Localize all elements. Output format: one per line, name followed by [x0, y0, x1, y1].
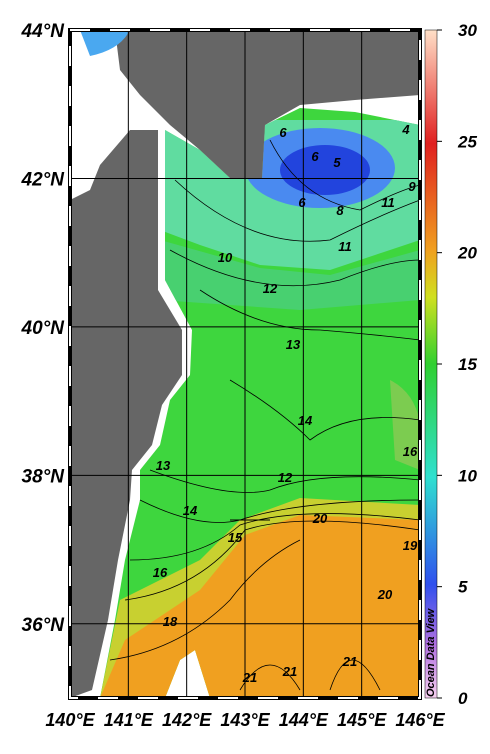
colorbar-label: 15 — [458, 355, 477, 374]
lon-label: 143°E — [220, 710, 270, 730]
contour-label: 10 — [218, 250, 233, 265]
colorbar — [424, 29, 438, 699]
colorbar-label: 0 — [458, 689, 468, 708]
contour-label: 21 — [242, 670, 257, 685]
contour-label: 12 — [278, 470, 293, 485]
colorbar-label: 30 — [458, 21, 477, 40]
contour-label: 14 — [298, 413, 313, 428]
contour-label: 16 — [403, 444, 418, 459]
contour-label: 12 — [263, 281, 278, 296]
credit: Ocean Data View — [425, 607, 437, 697]
lon-label: 142°E — [162, 710, 212, 730]
contour-label: 13 — [156, 458, 171, 473]
lat-label: 38°N — [22, 466, 66, 487]
lon-label: 145°E — [337, 710, 387, 730]
contour-label: 11 — [338, 239, 352, 254]
contour-label: 6 — [311, 149, 319, 164]
colorbar-label: 25 — [457, 132, 477, 151]
contour-label: 11 — [381, 195, 395, 210]
contour-label: 21 — [282, 664, 297, 679]
contour-label: 16 — [153, 565, 168, 580]
contour-label: 9 — [408, 179, 416, 194]
lat-label: 42°N — [21, 169, 66, 190]
map-frame-dash — [69, 29, 421, 699]
contour-label: 14 — [183, 503, 198, 518]
lon-label: 144°E — [279, 710, 329, 730]
contour-label: 19 — [403, 538, 418, 553]
land-hokkaido — [115, 30, 420, 178]
lat-label: 44°N — [21, 21, 66, 42]
lon-label: 146°E — [395, 710, 445, 730]
colorbar-label: 5 — [458, 578, 468, 597]
lon-label: 141°E — [104, 710, 154, 730]
lon-label: 140°E — [45, 710, 95, 730]
contour-lines — [109, 139, 421, 691]
contour-label: 8 — [336, 203, 344, 218]
contour-label: 5 — [333, 155, 341, 170]
contour-label: 18 — [163, 614, 178, 629]
land-honshu — [70, 130, 182, 698]
contour-label: 20 — [312, 511, 328, 526]
contour-label: 15 — [228, 530, 243, 545]
contour-label: 6 — [298, 195, 306, 210]
sea-patch — [80, 30, 130, 56]
colorbar-label: 10 — [458, 466, 477, 485]
colorbar-label: 20 — [457, 244, 477, 263]
lat-label: 36°N — [22, 615, 66, 636]
lat-label: 40°N — [21, 318, 66, 339]
contour-label: 13 — [286, 337, 301, 352]
contour-label: 20 — [377, 587, 393, 602]
contour-label: 6 — [279, 125, 287, 140]
contour-label: 4 — [401, 122, 410, 137]
contour-label: 21 — [342, 654, 357, 669]
